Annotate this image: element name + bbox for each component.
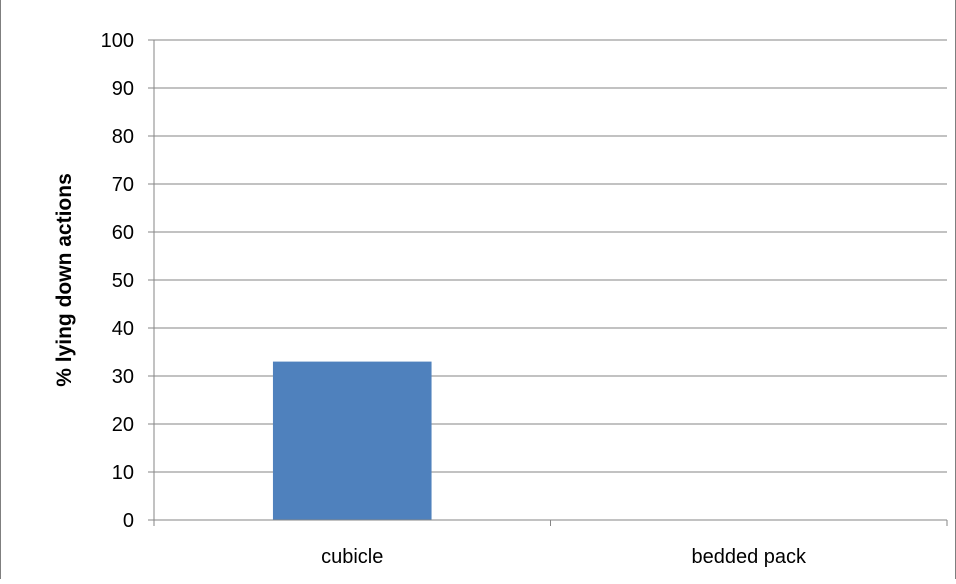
y-axis-label: % lying down actions xyxy=(53,173,76,387)
y-tick-label: 80 xyxy=(112,126,134,148)
bar-cubicle xyxy=(272,361,432,520)
y-tick-label: 20 xyxy=(112,414,134,436)
y-tick-label: 100 xyxy=(101,30,134,52)
y-tick-label: 60 xyxy=(112,222,134,244)
x-tick-label: bedded pack xyxy=(691,546,807,568)
y-tick-label: 10 xyxy=(112,462,134,484)
bars xyxy=(272,361,432,520)
y-tick-labels: 0 10 20 30 40 50 60 70 80 90 100 xyxy=(101,30,134,532)
y-tick-label: 90 xyxy=(112,78,134,100)
axes xyxy=(148,39,948,526)
y-tick-label: 70 xyxy=(112,174,134,196)
x-tick-labels: cubicle bedded pack xyxy=(321,546,807,568)
x-tick-label: cubicle xyxy=(321,546,383,568)
y-tick-label: 30 xyxy=(112,366,134,388)
y-tick-label: 40 xyxy=(112,318,134,340)
y-tick-label: 0 xyxy=(123,510,134,532)
y-tick-label: 50 xyxy=(112,270,134,292)
